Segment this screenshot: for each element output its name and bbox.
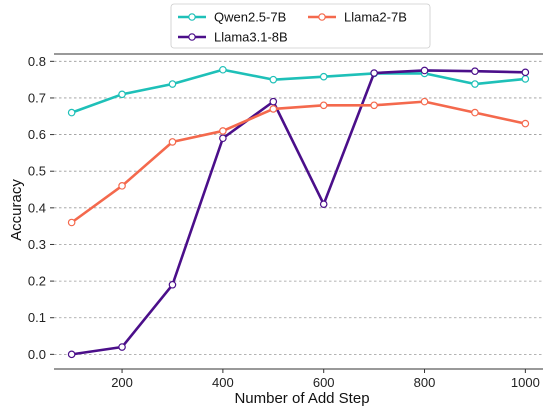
data-point [471, 67, 479, 76]
data-point [521, 68, 530, 77]
data-point [269, 75, 278, 84]
data-point [219, 127, 227, 135]
data-point [168, 138, 177, 146]
legend-item: Llama3.1-8B [178, 30, 288, 45]
legend-item: Llama2-7B [308, 10, 407, 25]
y-tick-label: 0.0 [28, 347, 46, 362]
y-tick-label: 0.5 [28, 164, 46, 179]
x-axis-title: Number of Add Step [234, 390, 369, 406]
data-point [168, 280, 177, 289]
legend-box [170, 3, 431, 49]
data-point [67, 350, 76, 359]
data-point [471, 80, 479, 88]
data-point [319, 101, 328, 110]
y-axis-title: Accuracy [8, 179, 25, 241]
y-tick-label: 0.4 [28, 200, 46, 215]
data-point [118, 182, 126, 190]
data-point [370, 69, 378, 77]
x-tick-label: 400 [212, 375, 234, 390]
y-tick-label: 0.1 [28, 310, 46, 325]
data-point [219, 134, 227, 143]
series-llama2-7b [67, 97, 530, 227]
data-point [420, 97, 429, 106]
x-tick-label: 1000 [511, 375, 540, 390]
x-tick-label: 600 [313, 375, 335, 390]
series-line [70, 68, 527, 114]
legend-label: Qwen2.5-7B [214, 10, 286, 25]
data-point [319, 200, 328, 208]
legend-label: Llama2-7B [344, 10, 407, 25]
legend-swatch-marker [188, 13, 196, 21]
series-line [70, 100, 527, 224]
series-lines [67, 65, 530, 359]
data-point [219, 65, 227, 74]
axes: 0.0 0.1 0.2 0.3 0.4 0.5 0.6 0.7 0.8 200 400 600 800 1… [28, 53, 543, 390]
data-point [118, 90, 126, 99]
series-llama3-1-8b [67, 66, 530, 359]
legend-item: Qwen2.5-7B [178, 10, 286, 25]
y-tick-label: 0.6 [28, 127, 46, 142]
data-point [67, 218, 76, 227]
data-point [168, 80, 177, 88]
x-tick-label: 200 [111, 375, 133, 390]
legend-swatch-marker [188, 33, 196, 41]
x-tick-label: 800 [414, 375, 436, 390]
y-tick-label: 0.8 [28, 54, 46, 69]
legend-label: Llama3.1-8B [214, 30, 288, 45]
grid-lines [54, 60, 543, 355]
data-point [471, 108, 479, 117]
data-point [67, 108, 76, 117]
data-point [420, 66, 429, 75]
legend-swatch-marker [318, 13, 326, 21]
series-line [70, 69, 527, 356]
legend: Qwen2.5-7B Llama3.1-8B Llama2-7B [170, 3, 431, 49]
data-point [319, 72, 328, 81]
data-point [521, 119, 530, 128]
data-point [269, 105, 278, 113]
data-point [269, 97, 278, 106]
data-point [370, 101, 378, 110]
y-tick-label: 0.3 [28, 237, 46, 252]
y-tick-label: 0.7 [28, 90, 46, 105]
data-point [118, 343, 126, 351]
y-tick-label: 0.2 [28, 274, 46, 289]
data-point [521, 75, 530, 83]
